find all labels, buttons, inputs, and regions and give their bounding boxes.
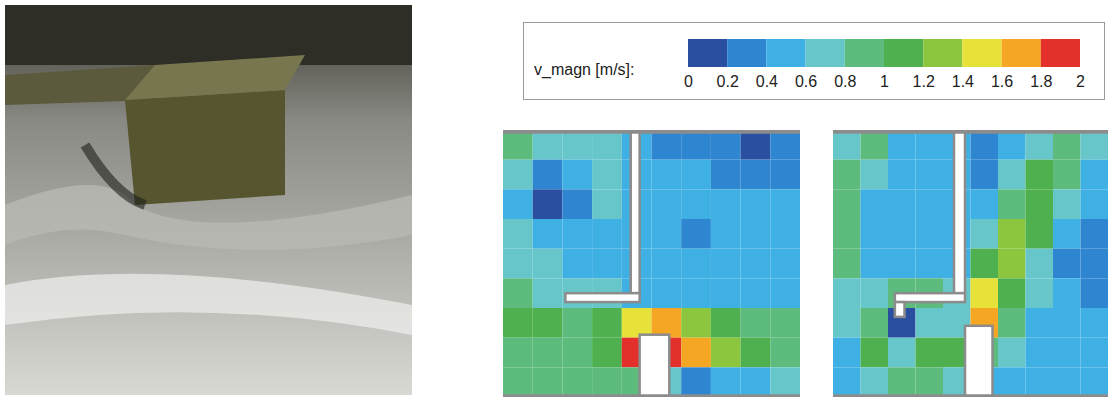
svg-text:1.6: 1.6: [991, 73, 1013, 90]
svg-text:0.8: 0.8: [834, 73, 856, 90]
svg-text:1.2: 1.2: [913, 73, 935, 90]
svg-text:0.4: 0.4: [756, 73, 778, 90]
svg-text:1: 1: [880, 73, 889, 90]
svg-text:0: 0: [684, 73, 693, 90]
svg-text:2: 2: [1076, 73, 1085, 90]
svg-text:0.2: 0.2: [717, 73, 739, 90]
svg-text:1.8: 1.8: [1030, 73, 1052, 90]
html-text:v_magn [m/s]:: v_magn [m/s]:: [534, 61, 635, 78]
svg-text:0.6: 0.6: [795, 73, 817, 90]
svg-text:1.4: 1.4: [952, 73, 974, 90]
